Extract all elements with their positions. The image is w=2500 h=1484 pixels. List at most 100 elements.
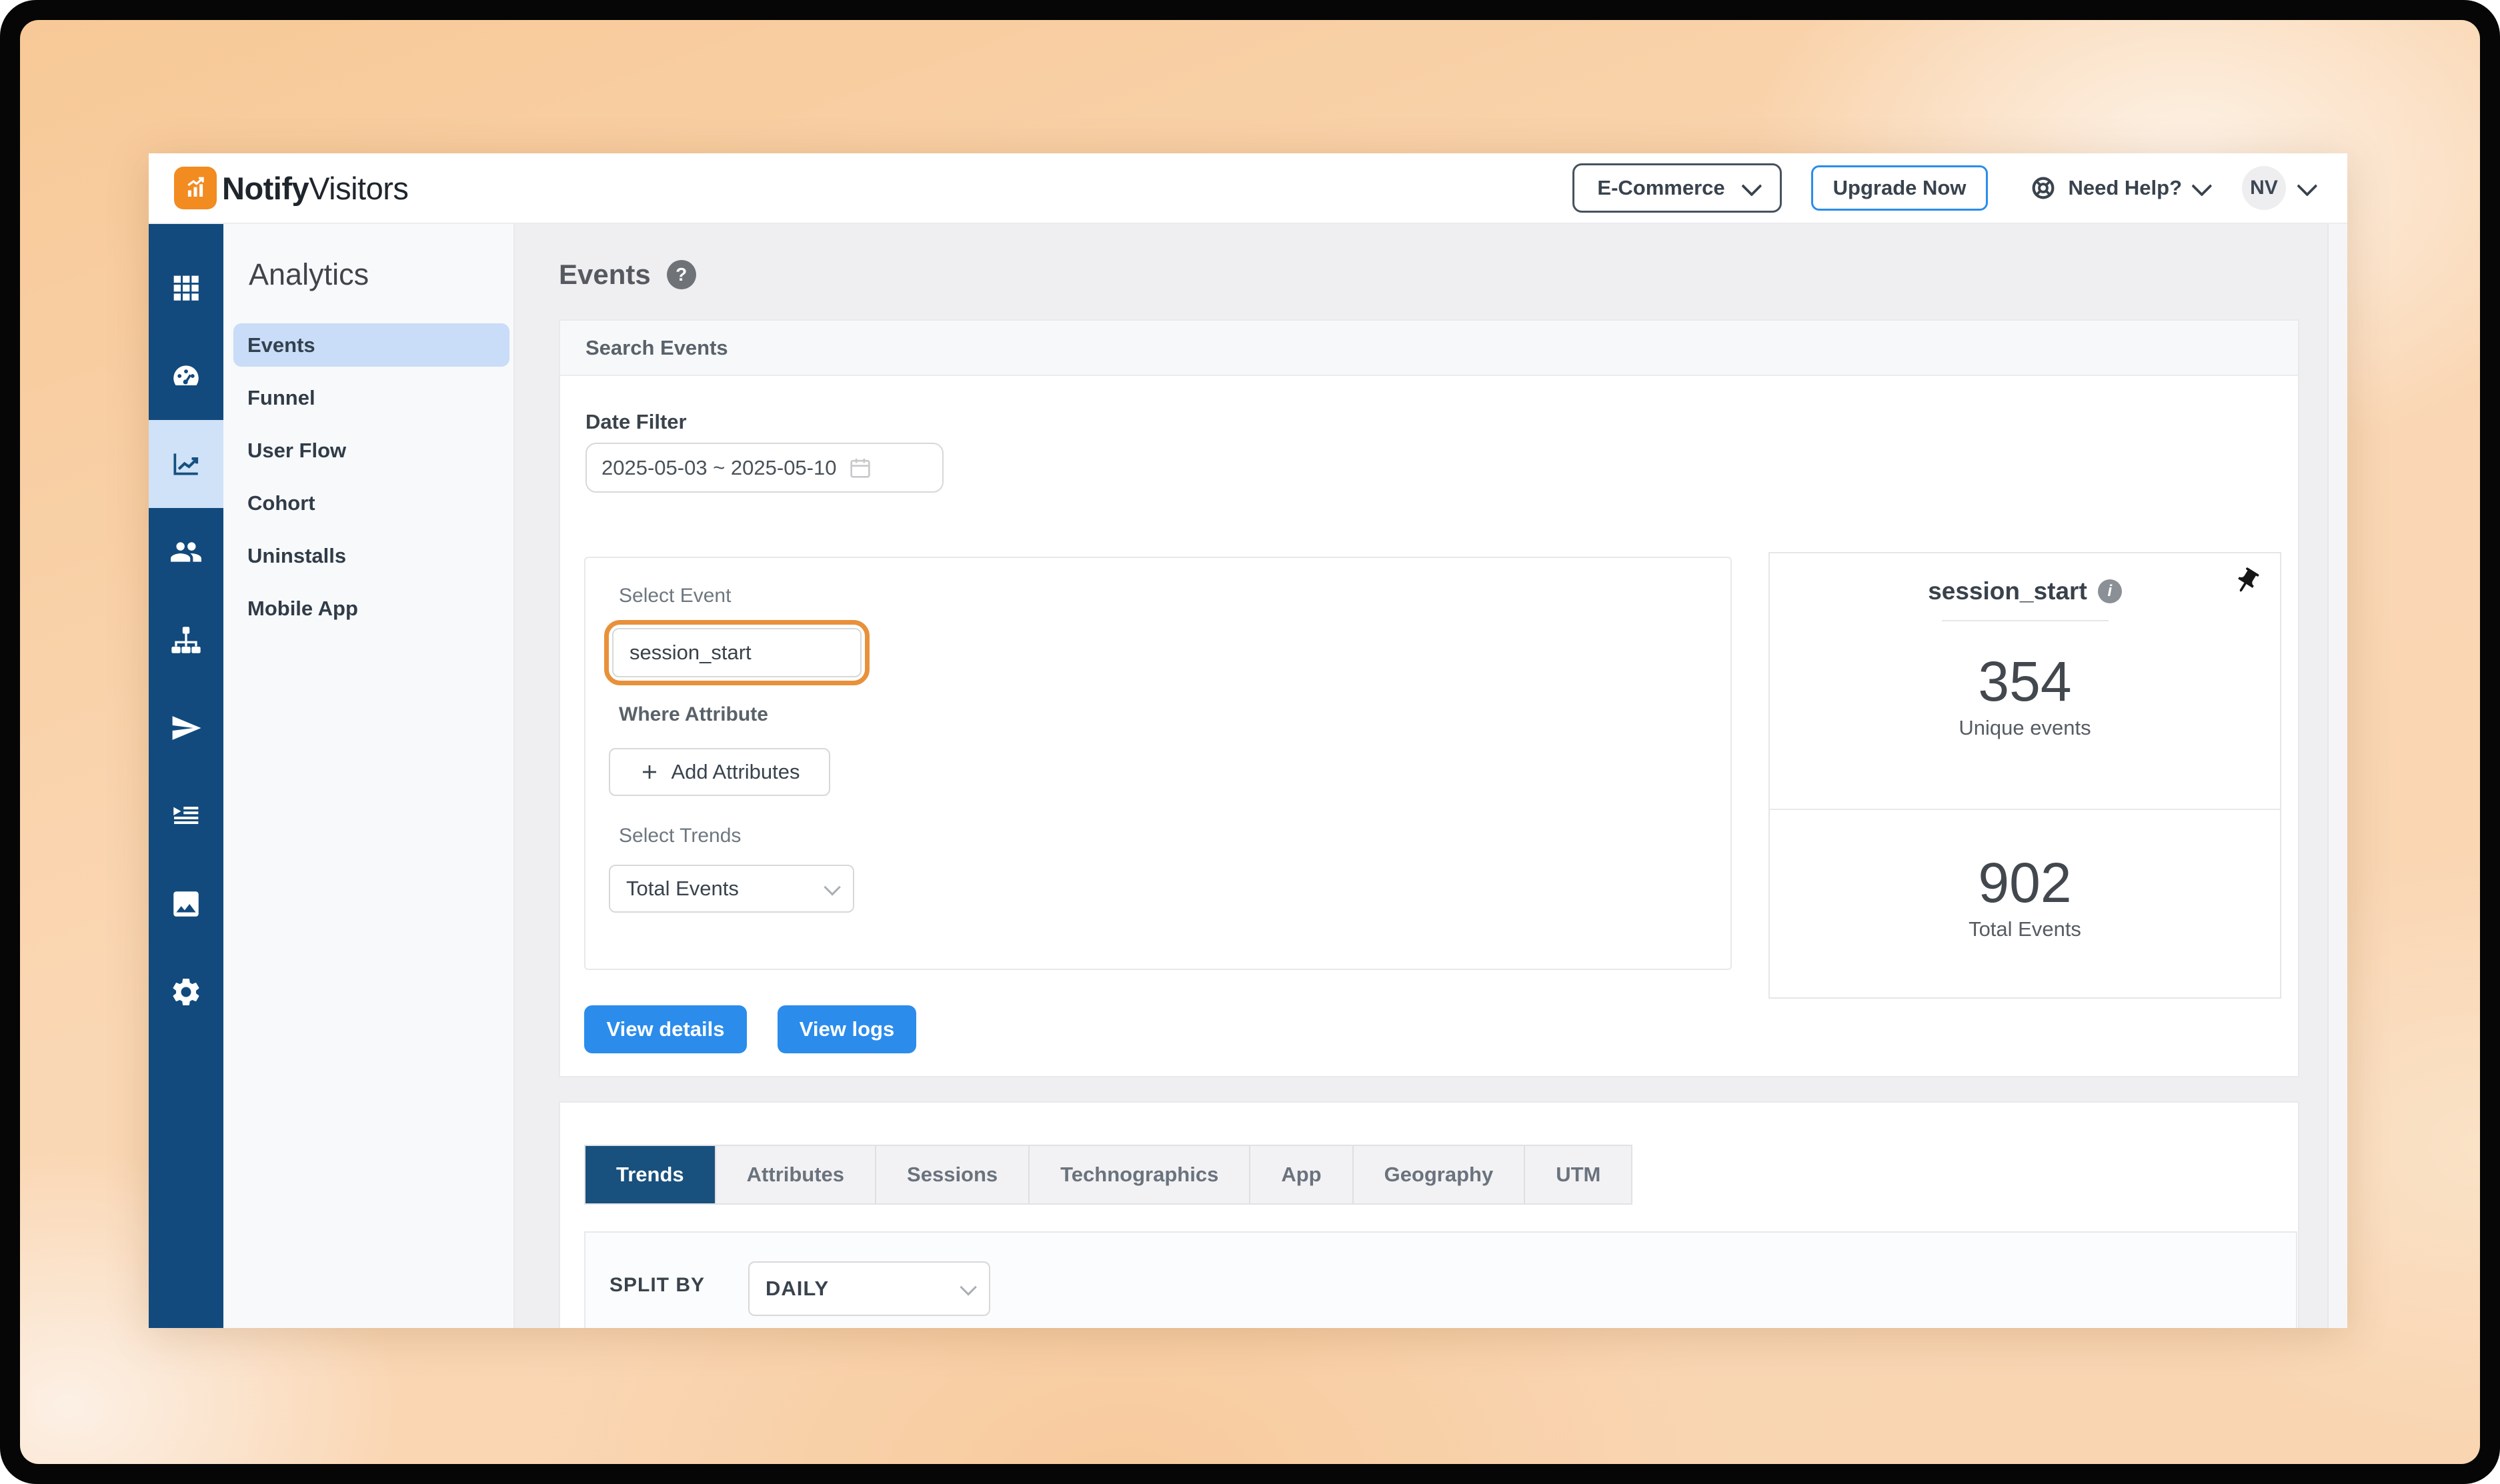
tab-bar: Trends Attributes Sessions Technographic… <box>584 1145 1633 1205</box>
add-attributes-button[interactable]: Add Attributes <box>609 748 830 796</box>
tab-technographics[interactable]: Technographics <box>1028 1146 1250 1203</box>
trends-select-value: Total Events <box>626 877 739 900</box>
rail-item-dashboard[interactable] <box>149 332 223 420</box>
stats-event-title: session_start <box>1928 577 2087 605</box>
date-range-value: 2025-05-03 ~ 2025-05-10 <box>601 455 837 479</box>
tab-geography[interactable]: Geography <box>1352 1146 1524 1203</box>
tab-trends[interactable]: Trends <box>585 1146 715 1203</box>
analytics-panel-title: Analytics <box>249 257 369 291</box>
calendar-icon <box>850 458 871 478</box>
split-by-label: SPLIT BY <box>609 1274 706 1296</box>
app-window: NotifyVisitors E-Commerce Upgrade Now Ne… <box>149 153 2347 1328</box>
nav-item-funnel[interactable]: Funnel <box>247 385 315 409</box>
logs-playlist-icon <box>173 807 199 824</box>
rail-item-settings[interactable] <box>149 948 223 1036</box>
plus-icon <box>643 765 657 779</box>
info-icon[interactable]: i <box>2097 579 2122 603</box>
tab-sessions[interactable]: Sessions <box>875 1146 1029 1203</box>
chevron-down-icon <box>2191 175 2213 197</box>
brand-name: NotifyVisitors <box>222 170 409 207</box>
avatar-chevron-down-icon[interactable] <box>2297 175 2318 197</box>
split-by-panel: SPLIT BY DAILY <box>584 1231 2297 1328</box>
dashboard-gauge-icon <box>173 365 199 385</box>
brand-logo[interactable]: NotifyVisitors <box>174 167 409 209</box>
help-circle-icon[interactable]: ? <box>666 260 696 289</box>
page-title-row: Events ? <box>559 259 696 291</box>
event-selection-group: Select Event Where Attribute Add Attribu… <box>584 557 1732 970</box>
life-ring-icon <box>2033 177 2055 199</box>
view-logs-button[interactable]: View logs <box>778 1005 916 1053</box>
media-image-icon <box>173 891 199 917</box>
nav-item-uninstalls[interactable]: Uninstalls <box>247 543 347 567</box>
search-events-label: Search Events <box>585 335 728 359</box>
view-details-button[interactable]: View details <box>584 1005 747 1053</box>
rail-item-journeys[interactable] <box>149 596 223 684</box>
add-attributes-label: Add Attributes <box>671 760 800 783</box>
rail-item-logs[interactable] <box>149 772 223 860</box>
user-avatar[interactable]: NV <box>2242 166 2286 210</box>
rail-item-media[interactable] <box>149 860 223 948</box>
rail-item-campaigns[interactable] <box>149 684 223 772</box>
trends-select-dropdown[interactable]: Total Events <box>609 865 854 913</box>
total-events-value: 902 <box>1978 851 2072 914</box>
main-content: Events ? Search Events Date Filter 2025-… <box>515 224 2347 1328</box>
rail-item-apps[interactable] <box>149 244 223 332</box>
upgrade-now-label: Upgrade Now <box>1832 176 1967 199</box>
select-event-label: Select Event <box>619 585 732 607</box>
date-filter-label: Date Filter <box>585 410 687 433</box>
analytics-nav-list: Events Funnel User Flow Cohort Uninstall… <box>223 319 513 635</box>
analytics-chart-icon <box>173 453 199 475</box>
chevron-down-icon <box>960 1279 977 1296</box>
pin-icon[interactable] <box>2232 567 2261 596</box>
settings-gear-icon <box>173 979 199 1005</box>
chevron-down-icon <box>824 879 841 896</box>
nav-item-cohort[interactable]: Cohort <box>247 491 315 515</box>
rail-item-analytics[interactable] <box>149 420 223 508</box>
brand-name-bold: Notify <box>222 170 309 206</box>
campaign-send-icon <box>172 716 201 740</box>
total-events-stat: 902 Total Events <box>1770 855 2280 941</box>
unique-events-value: 354 <box>1978 650 2072 713</box>
app-header: NotifyVisitors E-Commerce Upgrade Now Ne… <box>149 153 2347 224</box>
event-input-highlight <box>604 620 870 685</box>
nav-item-user-flow[interactable]: User Flow <box>247 438 347 462</box>
journey-sitemap-icon <box>171 627 201 653</box>
audience-users-icon <box>171 542 201 562</box>
where-attribute-label: Where Attribute <box>619 703 768 725</box>
nav-row: User Flow <box>223 424 513 477</box>
apps-grid-icon <box>173 275 199 301</box>
unique-events-label: Unique events <box>1959 716 2091 739</box>
split-by-value: DAILY <box>766 1277 830 1300</box>
date-range-picker[interactable]: 2025-05-03 ~ 2025-05-10 <box>585 443 944 493</box>
nav-row: Events <box>223 319 513 371</box>
chevron-down-icon <box>1740 175 1762 197</box>
nav-item-events[interactable]: Events <box>233 323 509 367</box>
nav-row: Cohort <box>223 477 513 529</box>
total-events-label: Total Events <box>1969 917 2081 941</box>
need-help-dropdown[interactable]: Need Help? <box>2029 174 2213 202</box>
event-stats-card: session_start i 354 Unique events 902 To… <box>1768 552 2281 999</box>
stats-title-underline <box>1941 620 2109 621</box>
tab-attributes[interactable]: Attributes <box>714 1146 876 1203</box>
nav-row: Uninstalls <box>223 529 513 582</box>
nav-item-mobile-app[interactable]: Mobile App <box>247 596 358 620</box>
select-trends-label: Select Trends <box>619 825 742 847</box>
nav-row: Funnel <box>223 371 513 424</box>
event-search-input[interactable] <box>612 628 862 677</box>
trends-card: Trends Attributes Sessions Technographic… <box>559 1101 2299 1328</box>
brand-name-light: Visitors <box>309 170 409 206</box>
stats-divider <box>1770 809 2280 810</box>
search-events-card: Search Events Date Filter 2025-05-03 ~ 2… <box>559 319 2299 1077</box>
tab-utm[interactable]: UTM <box>1524 1146 1632 1203</box>
upgrade-now-button[interactable]: Upgrade Now <box>1810 165 1989 211</box>
project-selector-dropdown[interactable]: E-Commerce <box>1572 163 1782 213</box>
split-by-dropdown[interactable]: DAILY <box>748 1261 990 1316</box>
rail-item-audience[interactable] <box>149 508 223 596</box>
logo-chart-icon <box>174 167 217 209</box>
unique-events-stat: 354 Unique events <box>1770 653 2280 740</box>
search-events-header: Search Events <box>560 321 2298 376</box>
vertical-scrollbar[interactable] <box>2327 224 2347 1328</box>
project-selector-label: E-Commerce <box>1597 176 1725 199</box>
tab-app[interactable]: App <box>1249 1146 1352 1203</box>
analytics-nav-panel: Analytics Events Funnel User Flow Cohort… <box>223 224 515 1328</box>
